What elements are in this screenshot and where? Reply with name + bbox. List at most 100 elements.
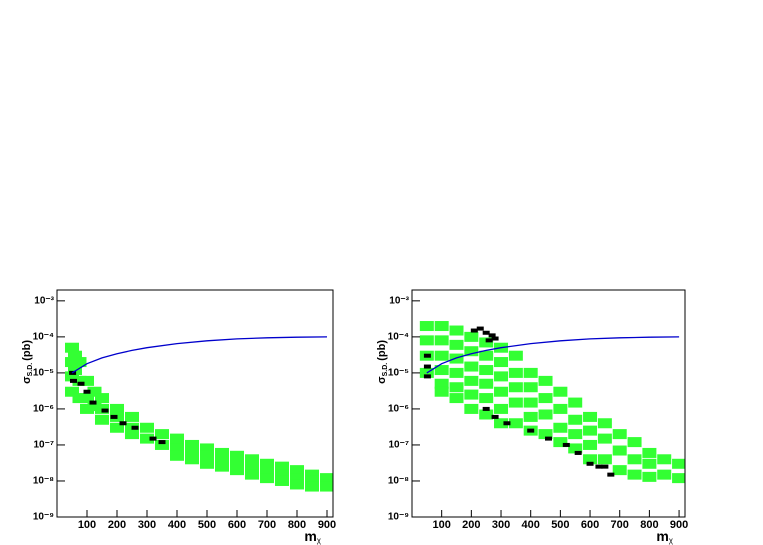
point	[155, 429, 169, 440]
point	[545, 436, 552, 441]
point	[245, 454, 259, 465]
point	[434, 386, 449, 397]
y-tick-label: 10⁻⁴	[33, 332, 54, 343]
point	[77, 381, 85, 386]
point	[503, 421, 511, 426]
point	[275, 469, 289, 480]
point	[574, 450, 582, 455]
x-tick-label: 600	[581, 519, 599, 531]
point	[595, 464, 603, 469]
point	[125, 429, 139, 440]
point	[170, 433, 184, 444]
point	[479, 393, 494, 404]
panel: 100 200 300 400 500 600 700 800 900 10⁻⁹ 10⁻⁸ 10⁻⁷ 1…	[21, 289, 336, 545]
x-tick-label: 500	[198, 519, 216, 531]
point	[612, 429, 627, 440]
point	[423, 353, 431, 358]
x-tick-label: 900	[670, 519, 688, 531]
point	[657, 469, 672, 480]
y-tick-label: 10⁻⁸	[33, 476, 54, 487]
point	[491, 336, 499, 341]
y-tick-label: 10⁻⁷	[33, 440, 54, 451]
point	[95, 414, 109, 425]
point	[642, 471, 657, 482]
point	[568, 397, 583, 408]
point	[72, 393, 87, 404]
point	[87, 401, 102, 412]
point	[185, 439, 199, 450]
point	[260, 473, 274, 484]
point	[553, 403, 568, 414]
point	[464, 346, 479, 357]
point	[538, 375, 553, 386]
x-axis-label: mχ	[304, 528, 321, 545]
x-tick-label: 600	[228, 519, 246, 531]
point	[89, 400, 97, 405]
point	[642, 458, 657, 469]
point	[290, 479, 304, 490]
point	[449, 382, 464, 393]
x-tick-label: 300	[138, 519, 156, 531]
y-tick-label: 10⁻³	[34, 295, 54, 306]
point	[70, 378, 77, 383]
x-tick-label: 500	[551, 519, 569, 531]
x-axis-label: mχ	[656, 528, 673, 545]
point	[553, 386, 568, 397]
point	[158, 440, 166, 445]
point	[110, 403, 124, 414]
point	[476, 326, 484, 331]
point	[523, 367, 538, 378]
point	[200, 458, 214, 469]
point	[627, 469, 642, 480]
point	[290, 465, 304, 476]
point	[434, 378, 449, 389]
point	[601, 464, 609, 469]
point	[523, 411, 538, 422]
point	[230, 450, 244, 461]
y-label-sub: S.D.	[27, 363, 34, 377]
point	[568, 429, 583, 440]
y-tick-label: 10⁻⁷	[388, 440, 409, 451]
point	[83, 389, 91, 394]
point	[305, 475, 319, 486]
x-label-main: m	[656, 528, 668, 544]
limit-curve	[426, 336, 680, 374]
point	[260, 465, 274, 476]
point	[597, 433, 612, 444]
point	[215, 461, 229, 472]
point	[230, 458, 244, 469]
point	[320, 481, 333, 492]
y-axis-label: σS.D. (pb)	[376, 340, 389, 384]
y-tick-label: 10⁻⁹	[33, 512, 54, 523]
point	[553, 422, 568, 433]
point	[65, 342, 79, 353]
y-tick-label: 10⁻⁶	[388, 404, 409, 415]
point	[101, 408, 109, 413]
point	[245, 469, 259, 480]
limit-curve	[71, 336, 328, 374]
point	[200, 443, 214, 454]
point	[583, 425, 598, 436]
point	[305, 469, 319, 480]
point	[95, 393, 109, 404]
point	[627, 454, 642, 465]
point	[423, 374, 431, 379]
point	[185, 454, 199, 465]
point	[494, 371, 509, 382]
point	[131, 425, 139, 430]
y-tick-label: 10⁻³	[389, 295, 409, 306]
point	[215, 454, 229, 465]
point	[527, 428, 535, 433]
x-tick-label: 400	[168, 519, 186, 531]
point	[607, 472, 615, 477]
y-label-sub: S.D.	[382, 363, 389, 377]
y-label-unit: (pb)	[21, 340, 33, 361]
point	[482, 330, 490, 335]
point	[597, 454, 612, 465]
x-tick-label: 700	[258, 519, 276, 531]
point	[449, 325, 464, 336]
point	[155, 439, 169, 450]
point	[119, 421, 127, 426]
point	[260, 458, 274, 469]
point	[672, 473, 685, 484]
